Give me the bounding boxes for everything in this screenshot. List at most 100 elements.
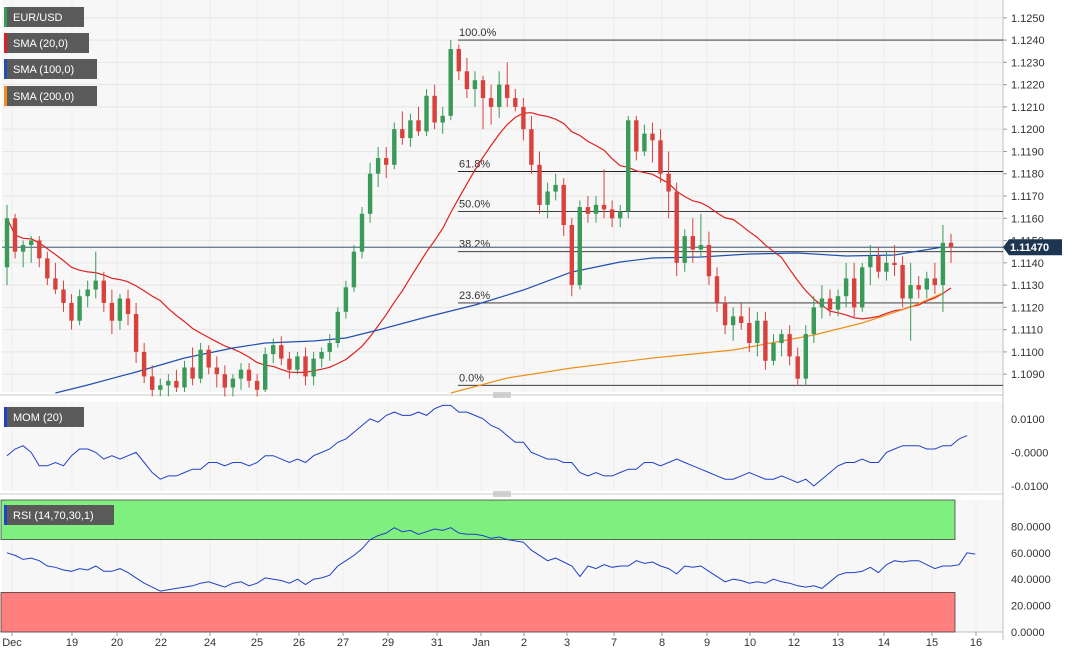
- candle-body: [263, 354, 268, 390]
- x-tick-label: Dec: [2, 637, 22, 649]
- sma-100-pill-color: [4, 59, 7, 79]
- x-tick-label: 22: [155, 637, 167, 649]
- candle-body: [747, 323, 752, 343]
- candle-body: [61, 289, 66, 303]
- candle-body: [908, 285, 913, 299]
- candle-body: [674, 191, 679, 263]
- sma-20-pill-color: [4, 33, 7, 53]
- x-tick-label: 20: [111, 637, 123, 649]
- candle-body: [125, 298, 131, 315]
- candle-body: [924, 278, 929, 290]
- candle-body: [553, 184, 558, 192]
- candle-body: [916, 285, 921, 290]
- candle-body: [45, 258, 50, 279]
- candle-body: [384, 158, 389, 165]
- mom-pill-color: [4, 407, 7, 427]
- candle-body: [811, 307, 816, 335]
- candle-body: [271, 345, 276, 355]
- candle-body: [497, 84, 502, 107]
- candle-body: [803, 334, 808, 379]
- candle-body: [714, 276, 720, 303]
- x-tick-label: 25: [251, 637, 263, 649]
- x-tick-label: 29: [382, 637, 394, 649]
- candle-body: [424, 95, 429, 132]
- candle-body: [852, 278, 857, 308]
- sma-100-pill-label: SMA (100,0): [13, 64, 74, 76]
- last-price-tag: [1003, 239, 1062, 256]
- fib-level-label: 38.2%: [459, 239, 490, 251]
- candle-body: [755, 320, 760, 343]
- mom-y-tick-label: 0.0100: [1011, 414, 1045, 426]
- rsi-y-tick-label: 60.0000: [1011, 548, 1051, 560]
- rsi-y-tick-label: 20.0000: [1011, 601, 1051, 613]
- candle-body: [682, 236, 687, 263]
- candle-body: [827, 298, 833, 310]
- fib-level-label: 50.0%: [459, 199, 490, 211]
- candle-body: [771, 343, 776, 361]
- x-tick-label: 2: [521, 637, 527, 649]
- candle-body: [876, 256, 881, 272]
- y-tick-label: 1.1160: [1011, 213, 1044, 225]
- candle-body: [521, 106, 526, 130]
- x-tick-label: 10: [744, 637, 756, 649]
- symbol-pill-color: [4, 7, 7, 27]
- sma-20-line: [6, 112, 952, 373]
- candle-body: [85, 289, 90, 297]
- sma-200-line: [450, 292, 944, 394]
- candle-body: [868, 256, 873, 268]
- candle-body: [488, 98, 494, 107]
- candle-body: [432, 95, 437, 123]
- candle-body: [246, 369, 252, 381]
- candle-body: [618, 211, 623, 219]
- sma-20-pill: [4, 33, 89, 53]
- candle-body: [408, 120, 413, 139]
- candle-body: [12, 218, 18, 252]
- candle-body: [214, 367, 219, 375]
- candle-body: [819, 298, 825, 308]
- rsi-y-tick-label: 40.0000: [1011, 574, 1051, 586]
- candle-body: [400, 129, 405, 139]
- candle-body: [238, 369, 244, 379]
- sma-200-pill-label: SMA (200,0): [13, 91, 74, 103]
- candle-body: [222, 374, 227, 388]
- x-tick-label: 13: [832, 637, 844, 649]
- rsi-overbought-band: [0, 499, 956, 540]
- candle-body: [609, 209, 615, 219]
- fib-level-label: 0.0%: [459, 372, 484, 384]
- candle-body: [287, 358, 292, 370]
- x-tick-label: 9: [704, 637, 710, 649]
- candle-body: [569, 225, 574, 286]
- candle-body: [561, 184, 566, 225]
- candle-body: [900, 265, 905, 299]
- candle-body: [29, 240, 34, 245]
- rsi-oversold-band: [0, 592, 956, 633]
- candle-body: [190, 367, 195, 379]
- last-price-label: 1.11470: [1010, 242, 1049, 254]
- fib-level-label: 61.8%: [459, 159, 490, 171]
- candle-body: [835, 296, 841, 310]
- rsi-y-tick-label: 80.0000: [1011, 521, 1051, 533]
- candle-body: [311, 358, 316, 377]
- candle-body: [198, 349, 203, 379]
- candle-body: [117, 298, 123, 321]
- candle-body: [666, 173, 671, 192]
- x-tick-label: 14: [878, 637, 890, 649]
- rsi-pill: [4, 505, 114, 525]
- candle-body: [690, 236, 695, 250]
- candle-body: [529, 129, 534, 165]
- candle-body: [174, 380, 179, 388]
- sma-20-pill-label: SMA (20,0): [13, 38, 68, 50]
- sma-200-pill: [4, 86, 97, 106]
- candle-body: [4, 218, 10, 268]
- candle-body: [303, 356, 308, 377]
- candle-body: [634, 120, 639, 152]
- mom-y-tick-label: -0.0100: [1011, 481, 1048, 493]
- symbol-pill: [4, 7, 84, 27]
- candle-body: [335, 311, 340, 343]
- candle-body: [537, 164, 542, 205]
- x-tick-label: 31: [431, 637, 443, 649]
- y-tick-label: 1.1180: [1011, 169, 1044, 181]
- x-tick-label: 26: [293, 637, 305, 649]
- sma-200-pill-color: [4, 86, 7, 106]
